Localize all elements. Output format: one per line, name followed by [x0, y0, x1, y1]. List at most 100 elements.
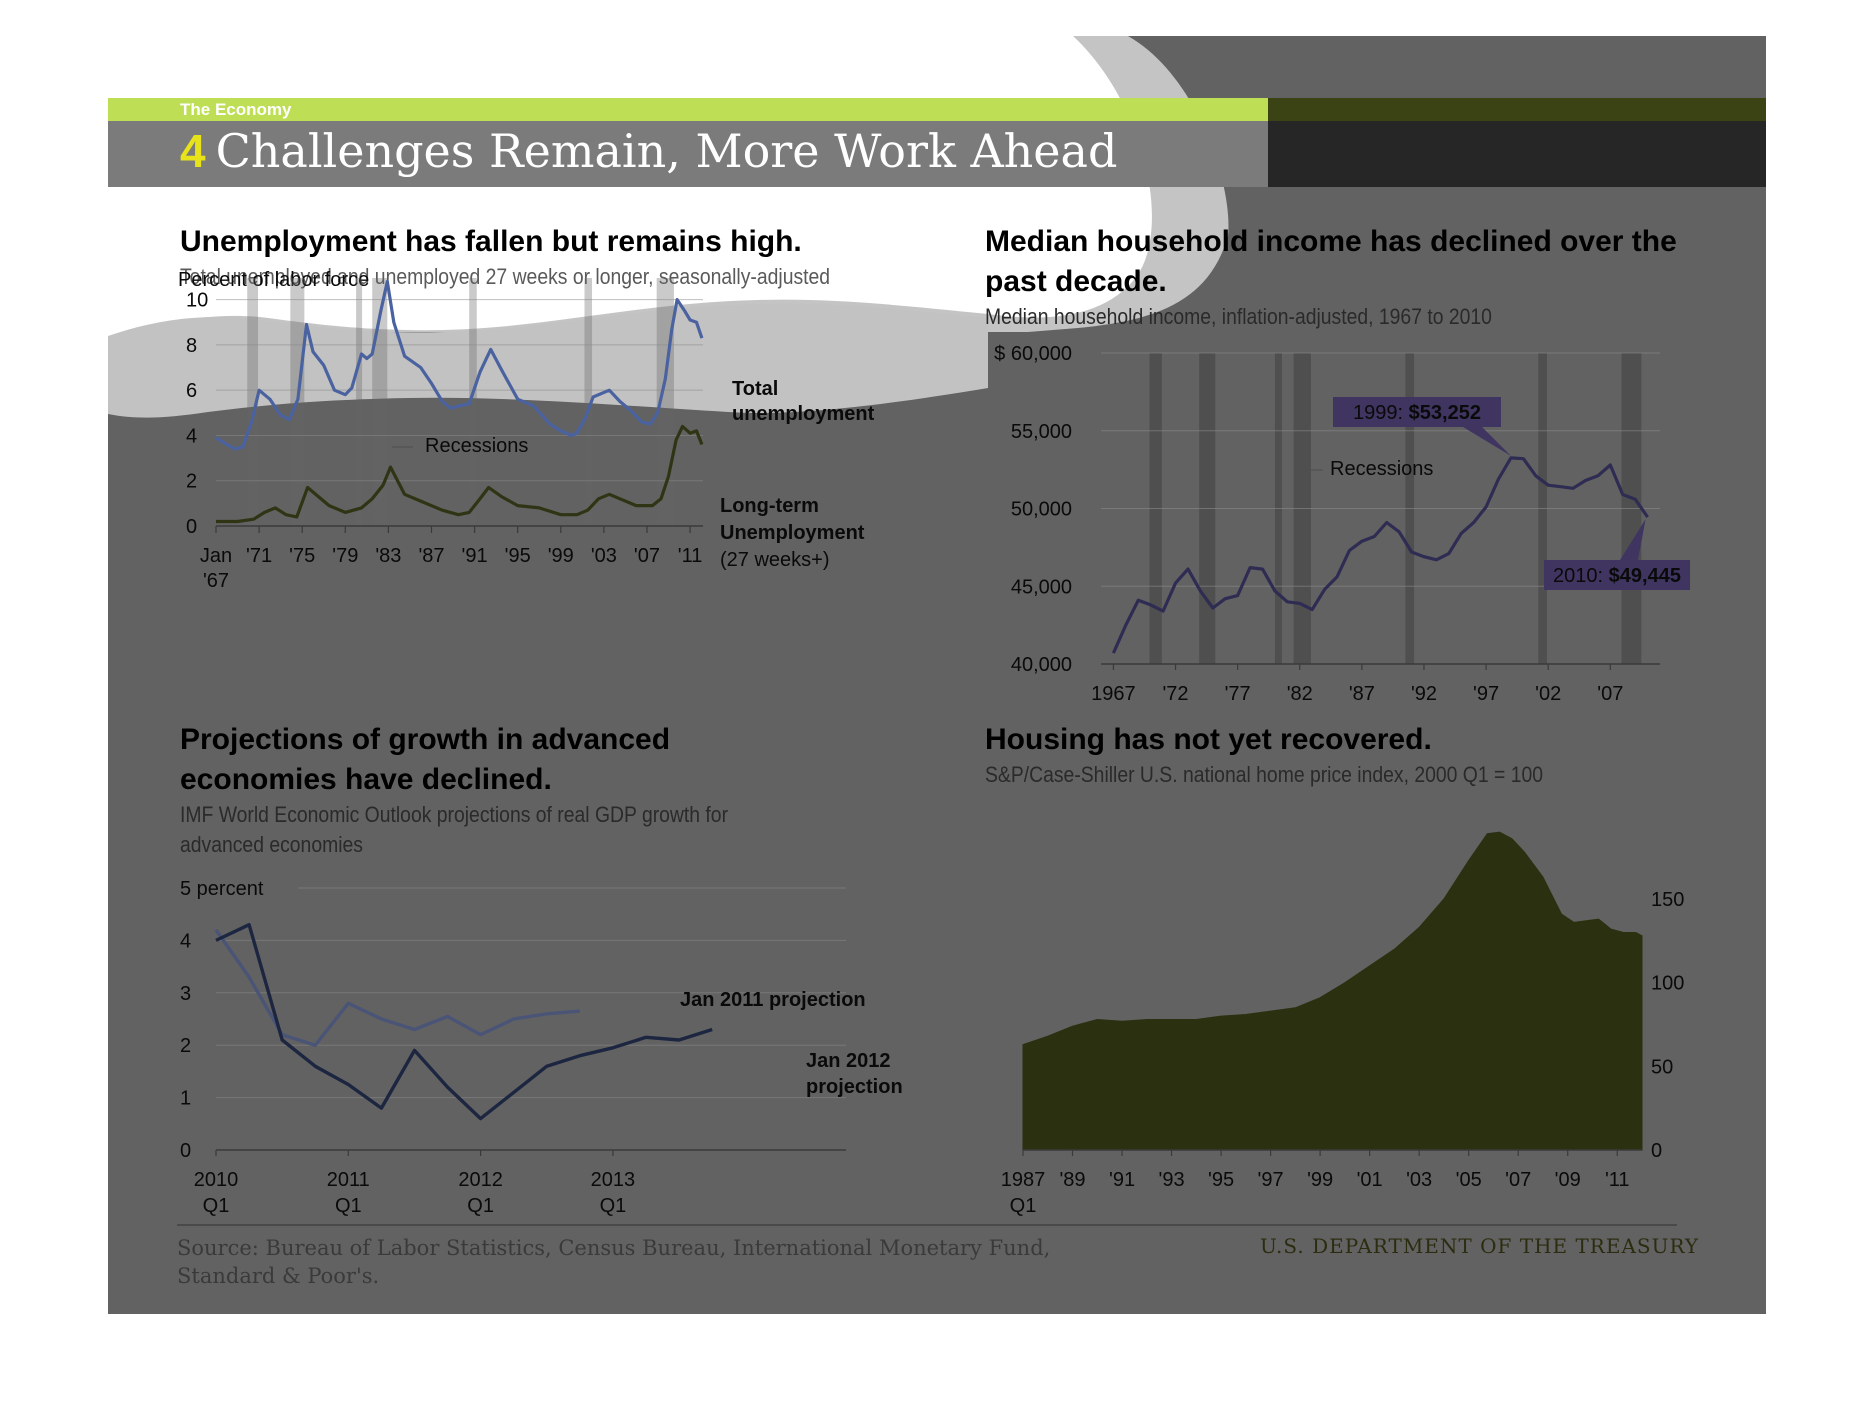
unemployment-y-tick-label: 2: [186, 471, 197, 493]
housing-x-tick-label: '07: [1505, 1169, 1531, 1191]
income-callout-2010-label: 2010: $49,445: [1553, 565, 1681, 587]
unemployment-x-tick-label: Jan: [200, 545, 232, 567]
growth-chart-subtitle: IMF World Economic Outlook projections o…: [180, 802, 729, 857]
growth-x-tick-label-line2: Q1: [203, 1195, 230, 1217]
recession-band-4: [469, 278, 477, 526]
unemployment-y-tick-label: 8: [186, 335, 197, 357]
income-recession-legend-label: Recessions: [1330, 458, 1433, 480]
growth-y-tick-label: 2: [180, 1035, 191, 1057]
recession-band-0: [247, 278, 259, 526]
housing-x-tick-label: '99: [1307, 1169, 1333, 1191]
source-note: Source: Bureau of Labor Statistics, Cens…: [177, 1236, 1051, 1288]
income-x-tick-label: '87: [1349, 683, 1375, 705]
growth-x-tick-label: 2010: [194, 1169, 239, 1191]
title-band-dark-part: [1268, 121, 1766, 187]
income-x-tick-label: 1967: [1091, 683, 1136, 705]
housing-y-tick-label: 50: [1651, 1056, 1673, 1078]
unemployment-x-tick-label: '11: [678, 545, 703, 567]
housing-x-tick-label: '09: [1555, 1169, 1581, 1191]
growth-x-tick-label: 2011: [327, 1169, 370, 1191]
recession-legend-label: Recessions: [425, 435, 528, 457]
unemployment-x-tick-label: '95: [505, 545, 531, 567]
unemployment-chart: Percent of labor force 0 2 4 6 8 10 Jan '67 '71 '7…: [178, 269, 875, 592]
housing-y-tick-label: 0: [1651, 1140, 1662, 1162]
income-x-tick-label: '72: [1162, 683, 1188, 705]
income-chart-title: Median household income has declined ove…: [985, 225, 1677, 298]
housing-x-tick-label: '05: [1456, 1169, 1482, 1191]
housing-price-area: [1022, 831, 1643, 1151]
long-term-unemployment-line: [216, 424, 704, 524]
housing-x-tick-label: '95: [1208, 1169, 1234, 1191]
income-x-tick-label: '97: [1473, 683, 1499, 705]
housing-x-tick-label: '97: [1258, 1169, 1284, 1191]
page-title: 4 Challenges Remain, More Work Ahead: [180, 124, 1117, 178]
income-y-tick-label: 55,000: [1011, 421, 1072, 443]
housing-chart-title: Housing has not yet recovered.: [985, 723, 1432, 756]
jan-2012-projection-line: [215, 923, 713, 1121]
housing-x-tick-label: '01: [1357, 1169, 1383, 1191]
unemployment-x-tick-label: '75: [289, 545, 315, 567]
unemployment-y-tick-label: 10: [186, 290, 208, 312]
unemployment-chart-subtitle: Total unemployed and unemployed 27 weeks…: [180, 264, 831, 289]
income-x-tick-label: '92: [1411, 683, 1437, 705]
gray-wave: [108, 303, 988, 418]
growth-x-tick-label: 2012: [458, 1169, 503, 1191]
income-x-tick-label: '82: [1287, 683, 1313, 705]
growth-x-tick-label-line2: Q1: [335, 1195, 362, 1217]
housing-x-tick-label: '11: [1605, 1169, 1630, 1191]
income-callout-1999-label: 1999: $53,252: [1353, 402, 1481, 424]
jan-2011-projection-legend: Jan 2011 projection: [680, 989, 866, 1011]
income-x-tick-label: '07: [1597, 683, 1623, 705]
growth-x-tick-label: 2013: [591, 1169, 636, 1191]
page-title-text: Challenges Remain, More Work Ahead: [215, 124, 1118, 178]
total-unemployment-line: [215, 279, 704, 451]
housing-x-tick-label: '03: [1406, 1169, 1432, 1191]
total-unemployment-legend-line2: unemployment: [732, 403, 875, 425]
growth-y-tick-label: 3: [180, 983, 191, 1005]
section-number: 4: [180, 125, 206, 177]
long-term-legend-line1: Long-term: [720, 495, 819, 517]
housing-x-tick-label: '89: [1059, 1169, 1085, 1191]
housing-y-tick-label: 150: [1651, 889, 1684, 911]
growth-x-tick-label-line2: Q1: [467, 1195, 494, 1217]
unemployment-x-tick-label: '91: [462, 545, 488, 567]
income-callout-2010-value: $49,445: [1609, 565, 1681, 587]
growth-chart-title: Projections of growth in advanced econom…: [180, 723, 671, 796]
unemployment-x-tick-label: '79: [332, 545, 358, 567]
unemployment-x-tick-label: '87: [418, 545, 444, 567]
housing-x-tick-label: 1987: [1001, 1169, 1046, 1191]
growth-y-tick-label: 0: [180, 1140, 191, 1162]
unemployment-y-axis-label: Percent of labor force: [178, 269, 369, 291]
growth-chart: 0 1 2 3 4 5 percent 2010 Q1 2011 Q1 2012 Q1 2013 Q1 Ja…: [180, 878, 903, 1217]
housing-y-tick-label: 100: [1651, 973, 1684, 995]
treasury-credit: U.S. DEPARTMENT OF THE TREASURY: [1260, 1234, 1700, 1258]
growth-y-tick-label: 1: [180, 1088, 191, 1110]
footer-rule: [177, 1224, 1677, 1226]
income-callout-1999-value: $53,252: [1409, 402, 1481, 424]
unemployment-y-tick-label: 0: [186, 516, 197, 538]
income-y-tick-label: $ 60,000: [994, 343, 1072, 365]
unemployment-x-tick-label-line2: '67: [203, 570, 229, 592]
unemployment-x-tick-label: '99: [548, 545, 574, 567]
slide-background: [108, 36, 1766, 418]
unemployment-x-tick-label: '03: [591, 545, 617, 567]
jan-2012-projection-legend-line2: projection: [806, 1076, 903, 1098]
income-x-tick-label: '02: [1535, 683, 1561, 705]
growth-x-tick-label-line2: Q1: [600, 1195, 627, 1217]
income-callout-2010-box: [1544, 519, 1690, 590]
income-y-tick-label: 50,000: [1011, 499, 1072, 521]
housing-chart: 0 50 100 150 1987 Q1 '89 '91 '93 '95 '97 '99 '01 '03 '…: [1001, 831, 1684, 1217]
slide: The Economy 4 Challenges Remain, More Wor…: [108, 36, 1766, 1314]
section-tag: The Economy: [180, 100, 292, 119]
unemployment-y-tick-label: 6: [186, 380, 197, 402]
growth-y-tick-label: 5 percent: [180, 878, 264, 900]
income-callout-1999-box: [1333, 397, 1511, 456]
housing-x-tick-label: '93: [1159, 1169, 1185, 1191]
housing-x-tick-label: '91: [1109, 1169, 1135, 1191]
recession-band-2: [356, 278, 363, 526]
growth-y-tick-label: 4: [180, 930, 191, 952]
housing-chart-subtitle: S&P/Case-Shiller U.S. national home pric…: [985, 762, 1544, 787]
unemployment-x-tick-label: '07: [634, 545, 660, 567]
income-chart: 40,000 45,000 50,000 55,000 $ 60,000 1967 '72 '…: [994, 343, 1690, 705]
long-term-legend-line3: (27 weeks+): [720, 549, 830, 571]
